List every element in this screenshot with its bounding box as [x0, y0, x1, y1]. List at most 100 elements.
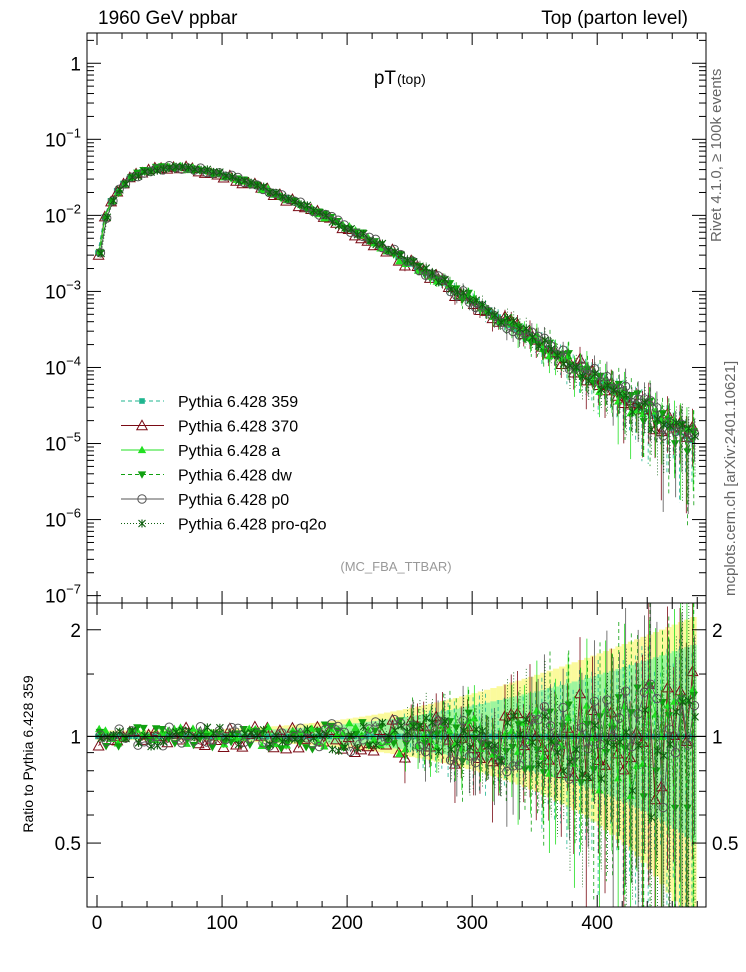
main-data-point [303, 201, 312, 210]
ratio-data-point [270, 738, 280, 746]
main-data-point [483, 306, 493, 316]
ratio-data-point [372, 741, 381, 750]
ratio-data-point [632, 761, 642, 769]
ratio-data-point [316, 730, 324, 739]
y-tick-base: 10 [45, 435, 66, 456]
main-data-point [672, 418, 681, 427]
ratio-data-point [452, 757, 462, 767]
ratio-series-5 [97, 603, 699, 907]
ratio-data-point [92, 739, 105, 751]
legend: Pythia 6.428 359 Pythia 6.428 370 Pythia 6… [121, 394, 327, 534]
main-data-point [434, 278, 443, 287]
ratio-tick-label-right: 1 [712, 727, 723, 748]
ratio-data-point [566, 757, 574, 766]
ratio-data-point [370, 717, 381, 727]
main-data-point [252, 180, 262, 190]
ratio-data-point [202, 737, 212, 747]
ratio-data-point [477, 732, 487, 742]
main-data-point [628, 407, 637, 416]
ratio-data-point [648, 793, 662, 805]
main-data-point [634, 402, 643, 411]
ratio-data-point [253, 731, 262, 740]
ratio-data-point [378, 718, 387, 727]
main-data-point [178, 162, 187, 171]
ratio-data-point [527, 714, 537, 724]
main-data-point [247, 178, 256, 187]
axis-ticks [87, 33, 706, 907]
ratio-data-point [120, 733, 131, 743]
main-data-point [234, 176, 243, 185]
y-tick-base: 10 [45, 511, 66, 532]
ratio-data-point [453, 739, 462, 748]
main-data-point [539, 333, 550, 343]
ratio-data-point [222, 733, 231, 742]
main-data-point [495, 318, 505, 327]
ratio-data-point [434, 747, 443, 756]
ratio-data-point [245, 733, 256, 744]
main-data-point [595, 377, 606, 387]
ratio-data-point [330, 733, 343, 745]
y-tick-exponent: −5 [66, 430, 81, 445]
ratio-data-point [528, 738, 537, 747]
ratio-data-point [358, 735, 368, 745]
y-tick-label: 1 [70, 54, 81, 75]
ratio-data-point [623, 751, 637, 763]
ratio-series-line [100, 683, 695, 808]
main-data-point [658, 431, 668, 441]
main-data-point [658, 410, 667, 418]
main-data-point [472, 296, 481, 305]
plot-title-sub: (top) [397, 71, 426, 87]
main-data-point [478, 300, 487, 309]
ratio-data-point [203, 723, 212, 732]
ratio-data-point [541, 712, 549, 721]
ratio-data-point [598, 758, 612, 770]
main-data-point [227, 170, 237, 181]
main-data-point [189, 165, 199, 175]
main-data-point [278, 192, 287, 201]
main-data-point [127, 172, 137, 183]
ratio-data-point [259, 725, 268, 734]
ratio-tick-label-left: 1 [70, 727, 81, 748]
ratio-data-point [414, 741, 425, 752]
ratio-data-point [639, 687, 650, 698]
main-data-point [120, 179, 131, 189]
x-tick-label: 200 [331, 913, 363, 934]
ratio-data-point [603, 738, 612, 747]
main-data-point [328, 218, 337, 227]
ratio-data-point [539, 702, 550, 712]
y-tick-base: 10 [45, 358, 66, 379]
legend-marker [137, 471, 147, 479]
ratio-data-point [433, 730, 442, 738]
ratio-data-point [402, 732, 412, 743]
main-data-point [603, 381, 612, 390]
ratio-data-point [151, 725, 161, 733]
main-data-point [197, 165, 205, 174]
ratio-data-point [602, 749, 611, 757]
legend-marker [138, 519, 146, 528]
x-tick-label: 100 [206, 913, 238, 934]
side-label-mcplots: mcplots.cern.ch [arXiv:2401.10621] [722, 360, 739, 596]
ratio-data-point [508, 761, 518, 771]
ratio-data-point [466, 743, 474, 752]
y-tick-exponent: −4 [66, 353, 81, 368]
main-data-point [578, 372, 587, 381]
main-data-point [139, 168, 149, 178]
ratio-series-group [92, 603, 700, 907]
ratio-data-point [602, 695, 612, 705]
main-data-point [158, 163, 167, 171]
y-tick-label: 10−6 [45, 506, 81, 532]
ratio-data-point [422, 714, 431, 723]
ratio-data-point [272, 731, 281, 740]
ratio-data-point [292, 741, 305, 753]
ratio-y-axis-label: Ratio to Pythia 6.428 359 [20, 675, 36, 832]
ratio-data-point [367, 744, 380, 756]
ratio-data-point [165, 731, 174, 740]
ratio-data-point [614, 713, 625, 723]
legend-marker [139, 398, 145, 404]
main-data-point [147, 168, 155, 177]
main-data-point [602, 371, 612, 382]
ratio-data-point [377, 736, 387, 746]
ratio-data-point [159, 737, 168, 746]
ratio-data-point [134, 738, 143, 747]
ratio-data-point [133, 724, 142, 732]
